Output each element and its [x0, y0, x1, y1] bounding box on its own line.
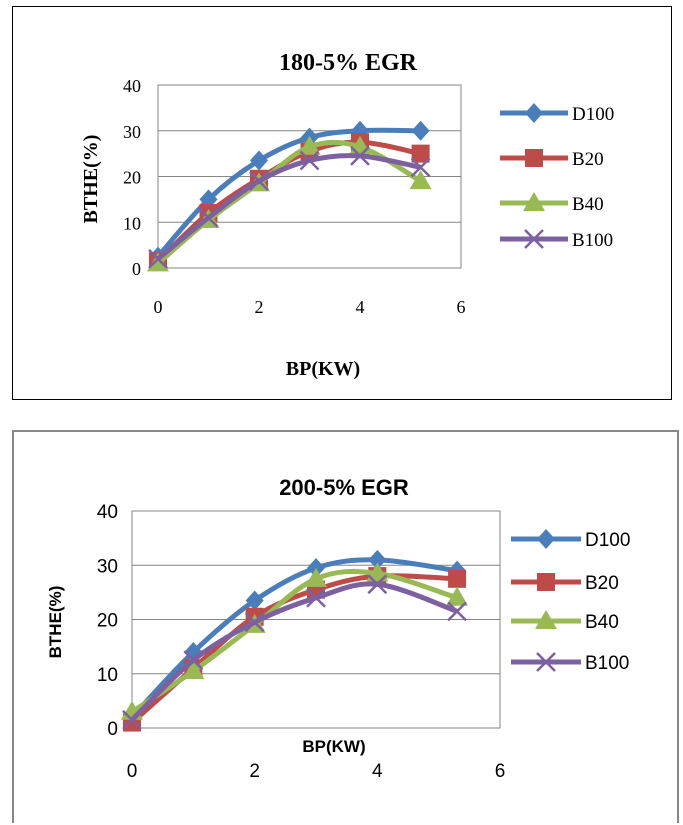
- data-point-d100: [368, 549, 387, 570]
- legend-marker: [525, 103, 543, 123]
- legend-label: B40: [585, 612, 619, 633]
- y-tick-label: 30: [97, 556, 118, 577]
- chart-180-svg: 0 10 20 30 40 0 2 4 6 180-5% EGR BP(KW) BTHE(%) D100…: [80, 50, 614, 380]
- series-line-b20: [130, 573, 458, 725]
- data-point-b100: [244, 612, 265, 633]
- legend-marker: [537, 573, 555, 591]
- series-line-b100: [130, 581, 458, 722]
- data-point-b40: [305, 567, 327, 587]
- x-tick-label: 6: [457, 297, 466, 317]
- series-b40: [121, 562, 469, 720]
- legend-item-b100: B100: [511, 652, 629, 674]
- data-point-b100: [299, 150, 320, 171]
- legend-label: B100: [572, 230, 613, 251]
- legend-item-b20: B20: [511, 573, 619, 594]
- series-b40: [147, 135, 432, 272]
- legend-item-d100: D100: [511, 529, 630, 551]
- data-point-b100: [447, 601, 467, 622]
- x-tick-label: 2: [255, 297, 264, 317]
- data-point-b100: [122, 709, 142, 730]
- y-tick-label: 20: [97, 611, 118, 632]
- data-point-b40: [298, 135, 321, 155]
- data-point-b40: [147, 252, 169, 272]
- y-tick-label: 30: [123, 122, 141, 142]
- y-tick-label: 0: [107, 719, 118, 740]
- legend-label: D100: [572, 104, 614, 125]
- chart-200-svg: 0 10 20 30 40 0 2 4 6 200-5% EGR BP(KW) BTHE(%) D100…: [46, 475, 630, 782]
- legend-marker: [524, 229, 544, 249]
- series-b100: [148, 146, 431, 269]
- x-tick-label: 0: [154, 297, 163, 317]
- x-tick-label: 4: [372, 761, 383, 782]
- y-tick-label: 10: [97, 665, 118, 686]
- x-tick-label: 2: [249, 761, 260, 782]
- legend-label: B40: [572, 194, 604, 215]
- data-point-d100: [250, 150, 268, 171]
- series-d100: [149, 120, 430, 267]
- legend: D100 B20 B40 B100: [500, 103, 614, 251]
- series-b20: [149, 133, 430, 271]
- legend-item-b40: B40: [500, 192, 604, 215]
- data-point-d100: [245, 590, 264, 611]
- data-point-d100: [411, 120, 430, 141]
- data-point-b40: [409, 170, 432, 190]
- y-axis-label: BTHE(%): [80, 135, 102, 224]
- legend-marker: [525, 149, 543, 167]
- data-point-b20: [411, 144, 430, 163]
- series-line-d100: [156, 127, 421, 259]
- data-point-b100: [306, 587, 326, 608]
- y-axis-label: BTHE(%): [46, 586, 65, 659]
- chart-title: 180-5% EGR: [279, 50, 418, 76]
- data-point-b100: [183, 650, 204, 671]
- legend-item-d100: D100: [500, 103, 614, 125]
- series-b100: [122, 574, 467, 730]
- data-point-b100: [249, 171, 269, 191]
- x-axis-label: BP(KW): [302, 737, 365, 756]
- x-tick-label: 6: [495, 761, 506, 782]
- data-point-b20: [448, 569, 467, 588]
- chart-title: 200-5% EGR: [279, 475, 409, 500]
- x-axis-label: BP(KW): [286, 358, 360, 380]
- x-tick-label: 0: [127, 761, 138, 782]
- data-point-b40: [446, 586, 469, 606]
- legend-marker: [535, 610, 557, 629]
- data-point-b100: [367, 574, 388, 595]
- series-line-b100: [156, 153, 422, 261]
- data-point-b40: [366, 562, 389, 582]
- y-tick-label: 0: [132, 259, 141, 279]
- data-point-b40: [182, 660, 205, 680]
- data-point-b100: [148, 248, 168, 269]
- y-tick-label: 10: [123, 213, 141, 233]
- data-point-b100: [198, 207, 219, 228]
- data-point-b100: [350, 146, 370, 166]
- legend-label: B100: [585, 653, 629, 674]
- legend: D100 B20 B40 B100: [511, 529, 630, 674]
- legend-marker: [523, 192, 545, 211]
- x-tick-label: 4: [356, 297, 365, 317]
- legend-label: B20: [572, 149, 604, 170]
- y-tick-label: 20: [123, 168, 141, 188]
- legend-item-b20: B20: [500, 149, 604, 170]
- chart-panel-200: 0 10 20 30 40 0 2 4 6 200-5% EGR BP(KW) BTHE(%) D100…: [12, 430, 679, 823]
- y-tick-label: 40: [123, 76, 141, 96]
- legend-marker: [537, 529, 555, 549]
- data-point-b100: [410, 157, 431, 178]
- legend-label: D100: [585, 530, 630, 551]
- y-tick-label: 40: [97, 502, 118, 523]
- chart-panel-180: 0 10 20 30 40 0 2 4 6 180-5% EGR BP(KW) BTHE(%) D100…: [12, 6, 672, 400]
- legend-item-b40: B40: [511, 610, 619, 633]
- legend-label: B20: [585, 573, 619, 594]
- legend-item-b100: B100: [500, 229, 613, 251]
- legend-marker: [536, 652, 556, 672]
